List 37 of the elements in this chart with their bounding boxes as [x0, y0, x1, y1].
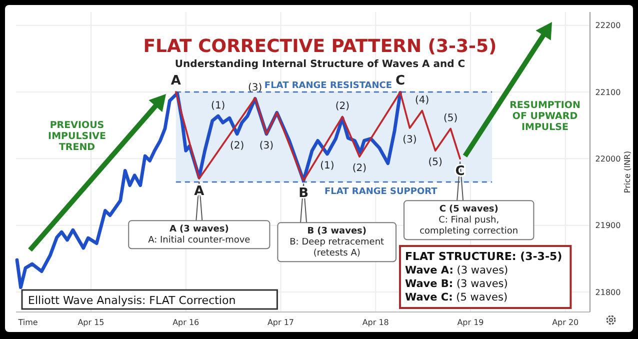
annotation: (2): [230, 140, 244, 152]
y-tick-label: 21900: [595, 221, 621, 230]
y-tick-label: 21800: [595, 288, 621, 297]
annotation: (3): [402, 134, 417, 146]
annotation: RESUMPTION OF UPWARD IMPULSE: [510, 100, 580, 133]
x-tick-label: Apr 15: [78, 318, 104, 327]
x-tick-label: Apr 18: [362, 318, 389, 327]
annotation: (4): [415, 95, 430, 106]
annotation: C: [395, 74, 406, 89]
x-tick-label: Apr 17: [267, 318, 294, 327]
annotation: (5): [444, 113, 458, 124]
y-axis-title: Price (INR): [623, 150, 632, 194]
annotation: A: [170, 74, 181, 89]
annotation: FLAT STRUCTURE: (3-3-5) Wave A: (3 waves) Wave B: (3 waves) Wave C: (5 waves): [405, 250, 562, 304]
ref-line-label: FLAT RANGE RESISTANCE: [264, 81, 392, 91]
x-axis-title: Time: [17, 318, 38, 327]
x-tick-label: Apr 16: [172, 318, 200, 327]
annotation: (2): [352, 163, 367, 174]
x-tick-label: Apr 19: [457, 318, 484, 327]
annotation: C (5 waves) C: Final push, completing correction: [420, 204, 518, 237]
annotation: (1): [320, 160, 334, 172]
y-tick-label: 22200: [595, 21, 621, 30]
annotation: (3): [248, 82, 262, 94]
text: Understanding Internal Structure of Waves A and C: [174, 59, 466, 70]
annotation: (2): [335, 101, 350, 112]
x-tick-label: Apr 20: [552, 318, 579, 327]
annotation: B (3 waves) B: Deep retracement (retests A): [290, 226, 385, 259]
ref-line-label: FLAT RANGE SUPPORT: [324, 187, 438, 197]
text: FLAT CORRECTIVE PATTERN (3-3-5): [143, 36, 497, 57]
y-tick-label: 22000: [595, 154, 621, 164]
annotation: (1): [211, 100, 226, 112]
annotation: A (3 waves) A: Initial counter-move: [148, 224, 251, 246]
annotation: (5): [428, 157, 443, 168]
annotation: Elliott Wave Analysis: FLAT Correction: [28, 294, 236, 307]
annotation: (3): [259, 140, 274, 152]
annotation: PREVIOUS IMPULSIVE TREND: [48, 120, 106, 153]
y-tick-label: 22100: [595, 88, 621, 97]
